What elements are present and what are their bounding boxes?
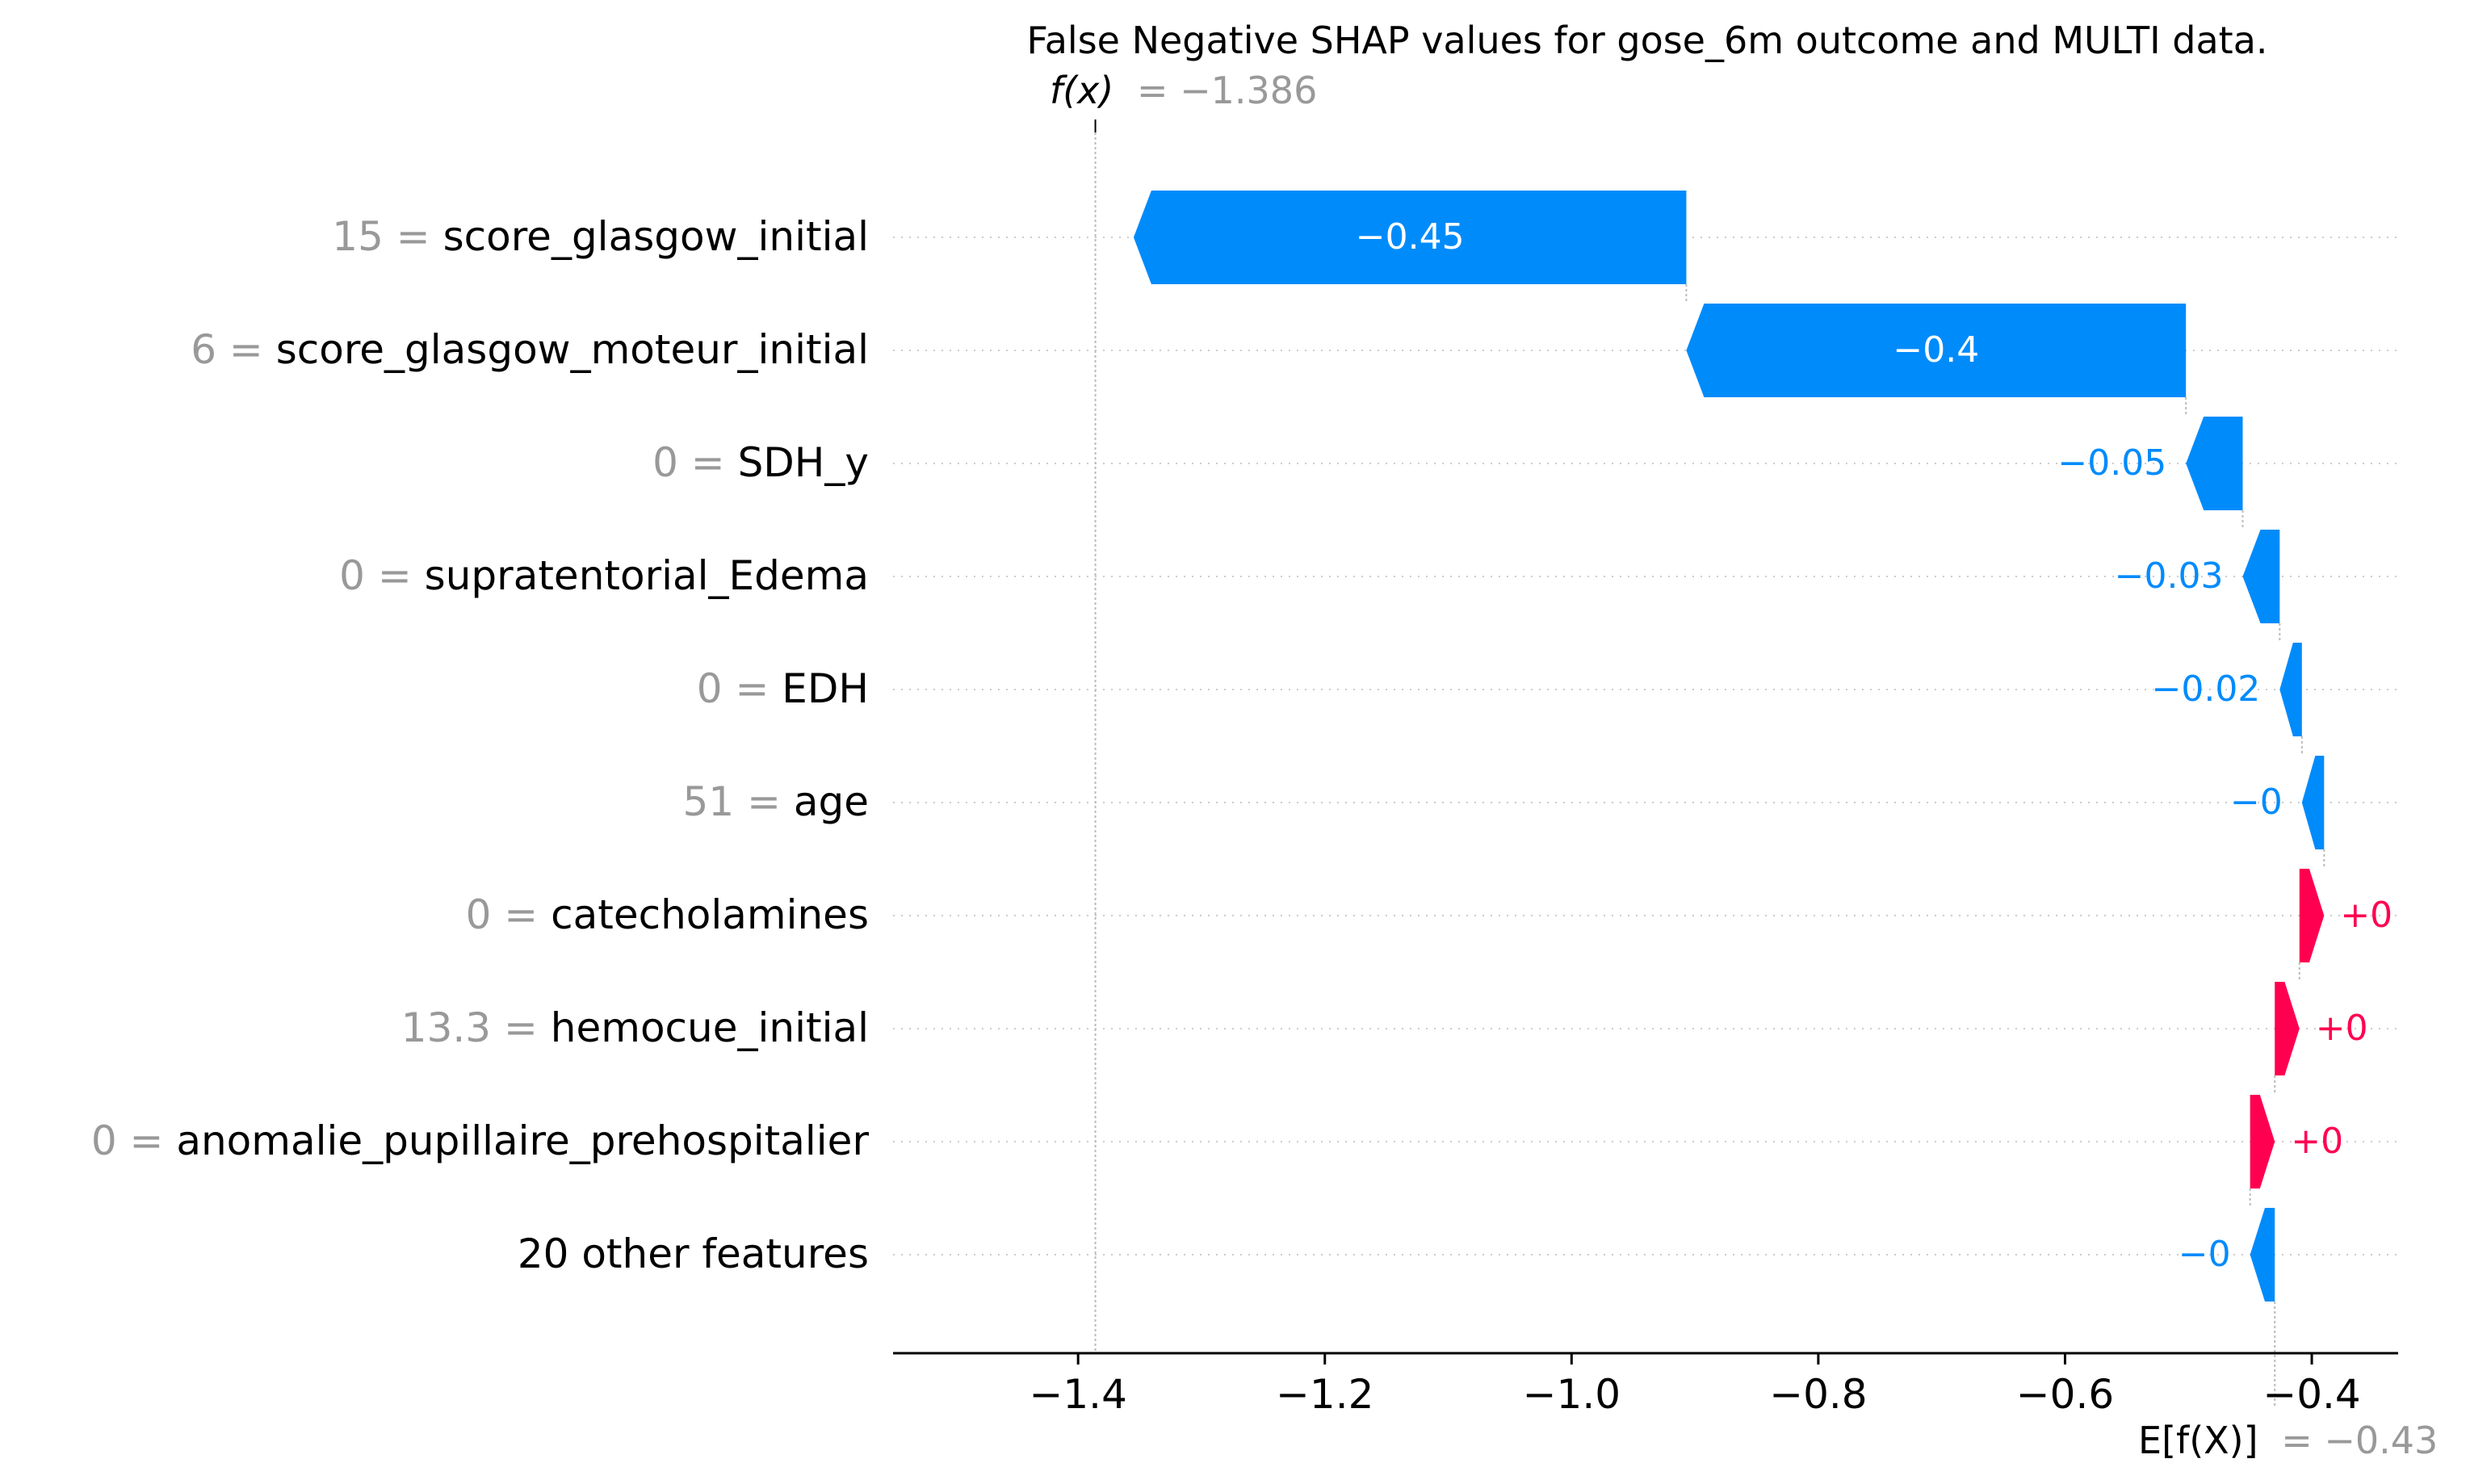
shap-bar <box>1133 191 1687 284</box>
feature-value: 15 = <box>332 213 442 260</box>
grid-lines <box>893 237 2398 1256</box>
x-tick-label: −0.6 <box>2016 1371 2114 1418</box>
shap-value-label: −0.05 <box>2057 442 2166 484</box>
fx-eq: = <box>1137 69 1180 112</box>
shap-value-label: +0 <box>2316 1008 2368 1049</box>
feature-label: 15 = score_glasgow_initial <box>332 213 869 260</box>
chart-title: False Negative SHAP values for gose_6m o… <box>1026 19 2267 62</box>
x-tick-label: −1.4 <box>1029 1371 1126 1418</box>
efx-label: E[f(X)] = −0.43 <box>2138 1419 2438 1462</box>
efx-label-text: E[f(X)] <box>2138 1419 2258 1462</box>
shap-bar <box>2242 530 2280 623</box>
x-tick-label: −0.4 <box>2262 1371 2360 1418</box>
shap-value-label: −0.4 <box>1893 329 1979 371</box>
feature-label: 6 = score_glasgow_moteur_initial <box>191 326 869 373</box>
efx-eq: = <box>2281 1419 2324 1462</box>
feature-label: 0 = supratentorial_Edema <box>339 552 869 599</box>
feature-name: anomalie_pupillaire_prehospitalier <box>176 1117 869 1164</box>
feature-name: 20 other features <box>518 1230 869 1277</box>
feature-name: SDH_y <box>738 439 869 486</box>
shap-bar <box>2299 869 2325 962</box>
shap-value-label: −0 <box>2179 1234 2231 1275</box>
feature-label: 13.3 = hemocue_initial <box>401 1004 869 1051</box>
feature-value: 6 = <box>191 326 276 373</box>
shap-bar <box>2186 417 2243 510</box>
feature-name: score_glasgow_initial <box>443 213 869 260</box>
feature-name: age <box>794 778 869 825</box>
feature-value: 13.3 = <box>401 1004 551 1051</box>
fx-value: −1.386 <box>1180 69 1317 112</box>
shap-value-label: +0 <box>2291 1121 2343 1162</box>
shap-bar <box>1686 304 2187 397</box>
feature-name: score_glasgow_moteur_initial <box>276 326 869 373</box>
feature-name: catecholamines <box>551 891 869 938</box>
feature-label: 20 other features <box>518 1230 869 1277</box>
feature-name: EDH <box>782 665 869 712</box>
feature-value: 0 = <box>652 439 738 486</box>
feature-value: 0 = <box>697 665 782 712</box>
shap-bar <box>2250 1095 2275 1188</box>
feature-labels: 15 = score_glasgow_initial −0.45 6 = score… <box>91 213 2392 1277</box>
feature-label: 51 = age <box>683 778 869 825</box>
x-tick-label: −0.8 <box>1769 1371 1867 1418</box>
feature-value: 0 = <box>466 891 551 938</box>
bars <box>1133 191 2325 1302</box>
efx-value: −0.43 <box>2324 1419 2438 1462</box>
shap-value-label: −0 <box>2230 782 2283 823</box>
x-axis: −1.4 −1.2 −1.0 −0.8 −0.6 −0.4 <box>893 1352 2398 1418</box>
fx-label-text: f(x) <box>1050 69 1113 112</box>
feature-value: 51 = <box>683 778 794 825</box>
feature-label: 0 = catecholamines <box>466 891 869 938</box>
feature-value: 0 = <box>91 1117 177 1164</box>
fx-label: f(x) = −1.386 <box>1050 69 1317 112</box>
feature-label: 0 = anomalie_pupillaire_prehospitalier <box>91 1117 870 1164</box>
feature-name: supratentorial_Edema <box>425 552 869 599</box>
shap-bar <box>2275 982 2300 1075</box>
shap-bar <box>2301 756 2325 849</box>
shap-value-label: −0.03 <box>2115 555 2224 597</box>
feature-name: hemocue_initial <box>551 1004 869 1051</box>
shap-bar <box>2279 643 2302 736</box>
shap-value-label: +0 <box>2340 895 2392 936</box>
shap-value-label: −0.45 <box>1356 216 1465 258</box>
reference-lines <box>1094 119 2325 1406</box>
feature-value: 0 = <box>339 552 425 599</box>
feature-label: 0 = EDH <box>697 665 869 712</box>
x-tick-label: −1.2 <box>1276 1371 1373 1418</box>
shap-value-label: −0.02 <box>2151 669 2260 710</box>
feature-label: 0 = SDH_y <box>652 439 869 486</box>
x-tick-label: −1.0 <box>1523 1371 1621 1418</box>
shap-bar <box>2250 1208 2275 1302</box>
